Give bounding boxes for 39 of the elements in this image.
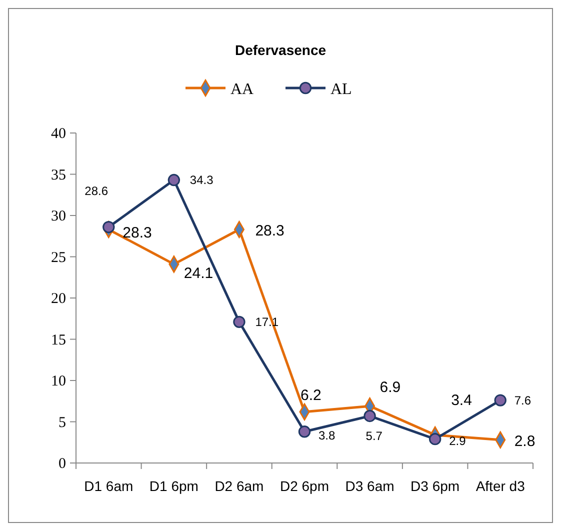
y-tick-label: 0 [58, 456, 66, 472]
point [494, 394, 506, 406]
data-label: 6.2 [300, 386, 322, 404]
point [168, 174, 180, 186]
y-tick-label: 20 [51, 291, 66, 307]
point [233, 316, 246, 328]
data-label: 28.6 [84, 184, 108, 198]
y-tick-label: 40 [51, 126, 66, 142]
x-tick-label: D2 6pm [280, 478, 330, 494]
data-label: 2.9 [449, 434, 466, 448]
data-label: 6.9 [380, 379, 401, 396]
chart-title: Defervasence [234, 42, 326, 58]
data-label: 24.1 [184, 265, 214, 282]
point [298, 426, 311, 438]
x-tick-label: D2 6am [214, 478, 264, 494]
data-label: 28.3 [122, 224, 152, 242]
data-label: 2.8 [514, 432, 536, 450]
y-tick-label: 25 [51, 250, 66, 266]
y-tick-label: 35 [51, 167, 66, 184]
data-label: 3.8 [318, 428, 336, 443]
y-tick-label: 10 [51, 374, 66, 390]
x-tick-label: D1 6am [84, 478, 134, 494]
data-label: 5.7 [366, 428, 383, 443]
point [102, 220, 115, 234]
data-label: 28.3 [255, 222, 284, 240]
x-tick-label: After d3 [476, 478, 526, 494]
y-tick-label: 5 [58, 414, 66, 431]
data-label: 3.4 [451, 392, 472, 409]
y-tick-label: 30 [51, 208, 66, 224]
x-tick-label: D1 6pm [149, 478, 198, 494]
x-tick-label: D3 6pm [410, 478, 460, 494]
data-label: 34.3 [190, 173, 214, 188]
point [364, 410, 376, 422]
point [428, 432, 442, 446]
legend-label: AA [230, 81, 254, 98]
y-tick-label: 15 [51, 332, 66, 348]
legend-label: AL [330, 81, 352, 98]
x-tick-label: D3 6am [345, 478, 394, 494]
data-label: 7.6 [514, 393, 532, 408]
